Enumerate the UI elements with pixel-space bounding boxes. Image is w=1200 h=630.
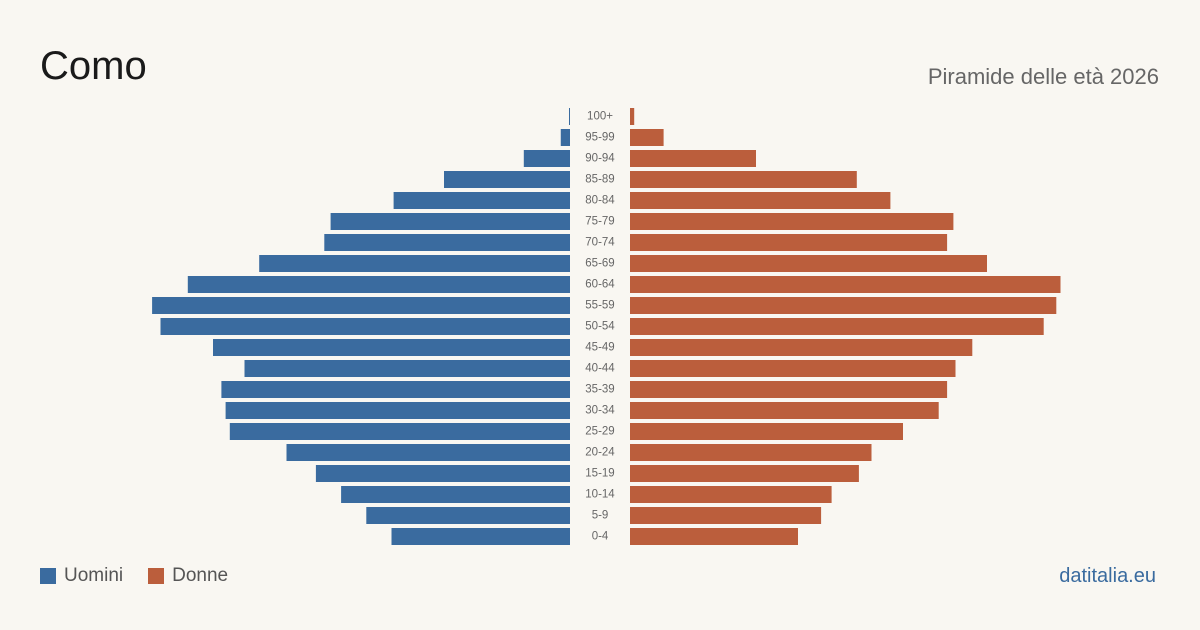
bar-women-55-59 (630, 297, 1057, 314)
legend-label-men: Uomini (64, 565, 124, 586)
age-label-30-34: 30-34 (585, 405, 615, 417)
age-label-50-54: 50-54 (585, 321, 615, 333)
bar-women-65-69 (630, 255, 987, 272)
age-label-95-99: 95-99 (585, 132, 614, 144)
bar-women-50-54 (630, 318, 1044, 335)
bar-men-20-24 (286, 444, 570, 461)
bar-men-30-34 (225, 402, 570, 419)
bar-men-45-49 (213, 339, 570, 356)
bar-men-95-99 (560, 129, 570, 146)
age-label-90-94: 90-94 (585, 153, 615, 165)
bar-men-75-79 (330, 213, 570, 230)
bar-women-85-89 (630, 171, 857, 188)
bar-men-60-64 (187, 276, 571, 293)
legend-label-women: Donne (172, 565, 229, 586)
age-label-15-19: 15-19 (585, 468, 614, 480)
bar-men-90-94 (523, 150, 570, 167)
bar-women-70-74 (630, 234, 948, 251)
bar-women-80-84 (630, 192, 891, 209)
bar-women-10-14 (630, 486, 832, 503)
bar-women-90-94 (630, 150, 756, 167)
bar-men-35-39 (221, 381, 570, 398)
age-labels-group: 100+ 95-99 90-94 85-89 80-84 75-79 70-74 65-69 6… (585, 111, 615, 543)
age-label-45-49: 45-49 (585, 342, 614, 354)
chart-legend: Uomini Donne (40, 564, 253, 588)
age-label-70-74: 70-74 (585, 237, 615, 249)
women-bars-group (630, 108, 1061, 545)
age-label-0-4: 0-4 (592, 531, 609, 543)
bar-women-0-4 (630, 528, 798, 545)
bar-men-65-69 (259, 255, 570, 272)
bar-men-100plus (569, 108, 570, 125)
bar-women-30-34 (630, 402, 939, 419)
bar-women-5-9 (630, 507, 822, 524)
chart-subtitle: Piramide delle età 2026 (927, 64, 1159, 89)
age-label-25-29: 25-29 (585, 426, 614, 438)
age-label-75-79: 75-79 (585, 216, 614, 228)
bar-men-25-29 (229, 423, 571, 440)
age-label-85-89: 85-89 (585, 174, 614, 186)
legend-item-women: Donne (148, 564, 228, 588)
age-label-5-9: 5-9 (592, 510, 609, 522)
age-label-35-39: 35-39 (585, 384, 614, 396)
bar-women-60-64 (630, 276, 1061, 293)
bar-women-35-39 (630, 381, 948, 398)
age-label-60-64: 60-64 (585, 279, 615, 291)
bar-men-15-19 (315, 465, 570, 482)
bar-women-40-44 (630, 360, 956, 377)
age-label-10-14: 10-14 (585, 489, 615, 501)
age-label-65-69: 65-69 (585, 258, 614, 270)
age-label-55-59: 55-59 (585, 300, 614, 312)
bar-men-80-84 (393, 192, 570, 209)
age-label-80-84: 80-84 (585, 195, 615, 207)
legend-swatch-women (148, 568, 165, 584)
men-bars-group (152, 108, 571, 545)
bar-women-15-19 (630, 465, 859, 482)
age-label-100plus: 100+ (587, 111, 613, 123)
bar-men-0-4 (391, 528, 570, 545)
bar-men-55-59 (152, 297, 570, 314)
legend-swatch-men (40, 568, 56, 584)
legend-item-men: Uomini (40, 564, 123, 588)
bar-men-5-9 (366, 507, 570, 524)
source-link[interactable]: datitalia.eu (1059, 565, 1156, 587)
bar-men-10-14 (341, 486, 570, 503)
bar-women-75-79 (630, 213, 954, 230)
bar-men-50-54 (160, 318, 570, 335)
bar-men-85-89 (444, 171, 570, 188)
age-label-20-24: 20-24 (585, 447, 615, 459)
bar-men-70-74 (324, 234, 570, 251)
bar-women-20-24 (630, 444, 872, 461)
age-label-40-44: 40-44 (585, 363, 615, 375)
bar-women-25-29 (630, 423, 903, 440)
bar-men-40-44 (244, 360, 570, 377)
chart-title: Como (40, 44, 147, 88)
bar-women-100plus (630, 108, 635, 125)
bar-women-45-49 (630, 339, 973, 356)
bar-women-95-99 (630, 129, 664, 146)
